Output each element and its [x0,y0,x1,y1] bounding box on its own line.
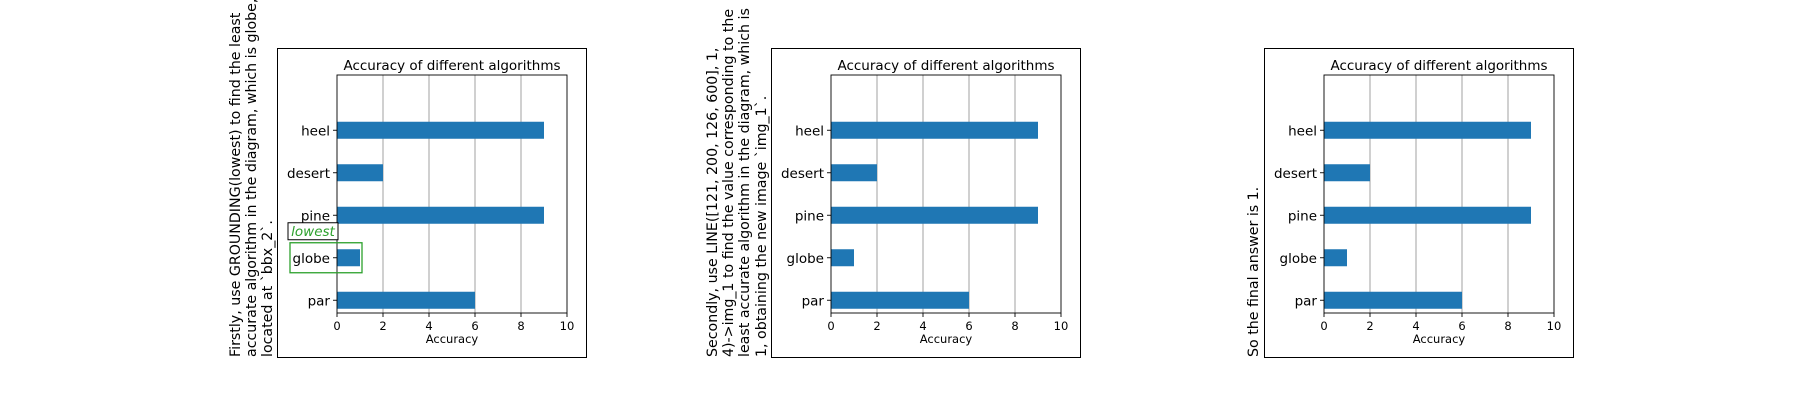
axes-frame [336,74,568,314]
x-axis-label: Accuracy [920,332,973,346]
chart-panel-3: Accuracy of different algorithms Accurac… [1264,48,1574,358]
bar-par [337,291,475,309]
y-tick-label: par [802,293,825,309]
x-tick-label: 10 [1054,319,1069,333]
y-tick-label: pine [1288,208,1317,224]
bar-par [831,291,969,309]
grounding-box [289,242,363,274]
y-tick-label: pine [301,208,330,224]
step-2-caption: Secondly, use LINE([121, 200, 126, 600],… [705,8,770,357]
x-tick-label: 10 [560,319,575,333]
y-tick-label: heel [795,123,824,139]
x-tick-label: 8 [1011,319,1018,333]
bar-pine [831,206,1038,224]
bar-par [1324,291,1462,309]
x-tick-label: 2 [1366,319,1373,333]
chart-3: Accuracy of different algorithms Accurac… [1274,58,1562,346]
x-tick-label: 2 [873,319,880,333]
bar-globe [831,249,854,267]
y-tick-label: globe [1280,251,1317,267]
y-tick-label: par [308,293,331,309]
x-tick-label: 10 [1547,319,1562,333]
y-tick-label: par [1295,293,1318,309]
axes-frame [830,74,1062,314]
step-3-caption: So the final answer is 1. [1246,186,1262,357]
x-tick-label: 2 [379,319,386,333]
x-axis-label: Accuracy [426,332,479,346]
annotation-label: lowest [291,224,335,240]
bar-pine [1324,206,1531,224]
chart-title: Accuracy of different algorithms [343,58,560,74]
y-tick-label: desert [781,166,824,182]
y-tick-label: heel [1288,123,1317,139]
bar-desert [1324,164,1370,182]
bar-heel [1324,121,1531,139]
x-tick-label: 0 [1320,319,1327,333]
plot-area: 0 2 4 6 8 10 par globe pine desert heel [1274,74,1562,333]
chart-1: Accuracy of different algorithms Accurac… [287,58,575,346]
bar-globe [337,249,360,267]
y-tick-label: desert [287,166,330,182]
x-tick-label: 8 [1504,319,1511,333]
bar-heel [337,121,544,139]
x-tick-label: 0 [827,319,834,333]
chart-panel-2: Accuracy of different algorithms Accurac… [771,48,1081,358]
x-tick-label: 0 [333,319,340,333]
plot-area: 0 2 4 6 8 10 par globe pine desert heel lowest [287,74,575,333]
x-tick-label: 8 [517,319,524,333]
x-tick-label: 4 [1412,319,1419,333]
x-tick-label: 6 [1458,319,1465,333]
x-tick-label: 4 [425,319,432,333]
chart-title: Accuracy of different algorithms [837,58,1054,74]
axes-frame [1323,74,1555,314]
y-tick-label: pine [795,208,824,224]
y-tick-label: globe [787,251,824,267]
bar-heel [831,121,1038,139]
bar-desert [831,164,877,182]
chart-2: Accuracy of different algorithms Accurac… [781,58,1069,346]
x-axis-label: Accuracy [1413,332,1466,346]
bar-globe [1324,249,1347,267]
y-tick-label: desert [1274,166,1317,182]
plot-area: 0 2 4 6 8 10 par globe pine desert heel [781,74,1069,333]
y-tick-label: heel [301,123,330,139]
chart-title: Accuracy of different algorithms [1330,58,1547,74]
chart-panel-1: Accuracy of different algorithms Accurac… [277,48,587,358]
y-tick-label: globe [293,251,330,267]
annotation-label-box [287,222,339,241]
bar-pine [337,206,544,224]
x-tick-label: 6 [965,319,972,333]
x-tick-label: 4 [919,319,926,333]
bar-desert [337,164,383,182]
x-tick-label: 6 [471,319,478,333]
step-1-caption: Firstly, use GROUNDING(lowest) to find t… [228,0,277,357]
